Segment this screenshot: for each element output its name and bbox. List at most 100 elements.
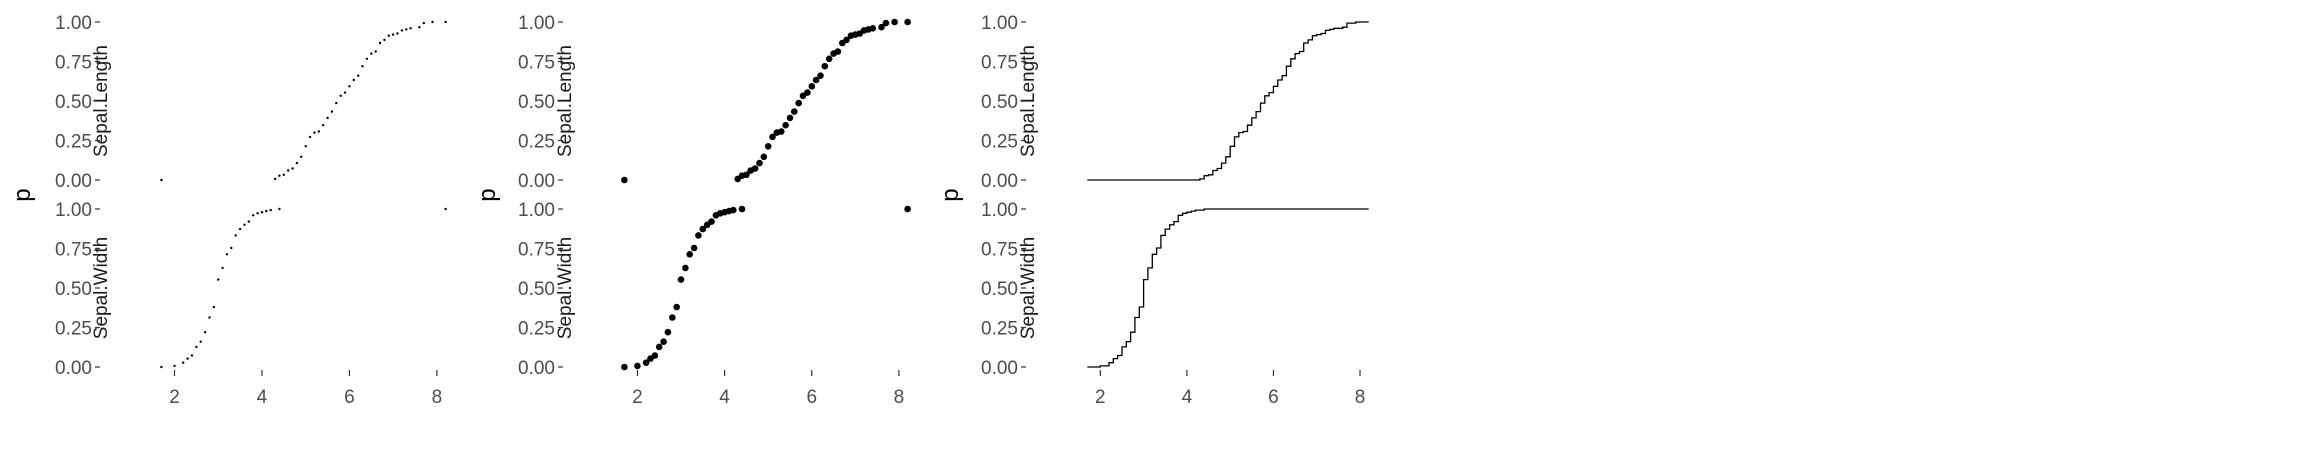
- y-tick-label: 1.00: [981, 200, 1018, 221]
- data-point: [699, 225, 707, 233]
- data-point: [904, 205, 911, 213]
- y-axis-title: p: [937, 188, 964, 201]
- data-point: [634, 362, 641, 370]
- data-point: [291, 167, 294, 170]
- y-tick-label: 0.75: [518, 53, 555, 74]
- data-point: [834, 48, 842, 55]
- y-tick-label: 0.25: [981, 132, 1018, 153]
- data-point: [234, 234, 237, 237]
- data-point: [203, 331, 207, 334]
- data-point: [669, 314, 676, 321]
- x-tick-label: 2: [632, 387, 643, 408]
- y-tick-label: 0.25: [55, 132, 92, 153]
- data-point: [651, 352, 659, 359]
- data-point: [660, 338, 667, 346]
- data-point: [269, 208, 272, 212]
- x-tick-label: 4: [257, 387, 268, 408]
- data-point: [212, 305, 216, 309]
- y-tick-label: 0.75: [55, 53, 92, 74]
- data-point: [173, 364, 176, 368]
- data-point: [365, 57, 369, 60]
- data-point: [664, 328, 672, 336]
- data-point: [690, 244, 698, 252]
- y-tick-label: 0.25: [518, 132, 555, 153]
- data-point: [891, 18, 898, 26]
- data-point: [335, 101, 338, 105]
- y-tick-label: 0.00: [55, 358, 92, 379]
- data-point: [817, 72, 824, 79]
- data-point: [186, 357, 189, 360]
- data-point: [791, 108, 798, 115]
- data-point: [786, 114, 794, 122]
- data-point: [821, 62, 829, 70]
- x-tick-label: 4: [719, 387, 730, 408]
- data-point: [357, 74, 360, 77]
- data-point: [304, 145, 307, 148]
- data-point: [882, 19, 890, 27]
- data-point: [396, 32, 399, 35]
- x-tick-label: 2: [1095, 387, 1106, 408]
- data-point: [348, 85, 351, 88]
- y-axis-title: p: [9, 188, 36, 201]
- data-point: [317, 130, 320, 133]
- data-point: [265, 209, 268, 213]
- data-point: [256, 212, 259, 215]
- facet-strip-label: Sepal.Length: [91, 45, 112, 157]
- data-point: [391, 33, 395, 36]
- data-point: [322, 124, 325, 127]
- y-tick-label: 1.00: [55, 13, 92, 34]
- y-tick-label: 0.00: [55, 171, 92, 192]
- y-axis-title: p: [474, 188, 501, 201]
- facet-sepal-length: Sepal.Length 0.00 0.25 0.50 0.75 1.00: [55, 13, 447, 192]
- y-tick-label: 0.50: [55, 279, 92, 300]
- y-tick-label: 1.00: [55, 200, 92, 221]
- x-tick-label: 6: [344, 387, 355, 408]
- x-tick-label: 6: [1268, 387, 1279, 408]
- data-point: [370, 52, 373, 55]
- data-point: [431, 20, 434, 24]
- data-point: [238, 227, 242, 231]
- data-point: [778, 128, 785, 135]
- x-tick-label: 8: [894, 387, 905, 408]
- chart-panel-3: pSepal.Length0.000.250.500.751.00Sepal.W…: [937, 13, 1369, 408]
- data-point: [812, 76, 820, 84]
- y-tick-label: 0.50: [55, 92, 92, 113]
- data-point: [352, 78, 355, 82]
- y-tick-label: 0.75: [55, 240, 92, 261]
- data-point: [287, 169, 290, 172]
- facet-strip-label: Sepal.Width: [1018, 237, 1039, 339]
- data-point: [195, 345, 198, 349]
- chart-panel-1: pSepal.Length0.000.250.500.751.00Sepal.W…: [9, 13, 447, 408]
- data-point: [339, 94, 342, 98]
- data-point: [751, 165, 759, 172]
- data-point: [682, 264, 689, 272]
- data-point: [422, 21, 425, 25]
- y-tick-label: 0.25: [981, 319, 1018, 340]
- y-tick-label: 0.75: [981, 240, 1018, 261]
- data-point: [160, 178, 163, 182]
- data-point: [260, 211, 264, 214]
- data-point: [869, 25, 877, 32]
- facet-strip-label: Sepal.Width: [555, 237, 576, 339]
- data-point: [655, 343, 663, 351]
- data-point: [247, 220, 250, 223]
- data-point: [808, 83, 816, 90]
- data-point: [743, 171, 750, 179]
- data-point: [217, 278, 220, 281]
- data-point: [769, 133, 776, 141]
- y-tick-label: 0.00: [981, 171, 1018, 192]
- y-tick-label: 0.00: [518, 358, 555, 379]
- data-point: [708, 218, 715, 225]
- y-tick-label: 1.00: [518, 13, 555, 34]
- data-point: [326, 116, 329, 120]
- data-point: [330, 110, 334, 113]
- data-point: [190, 354, 194, 357]
- data-point: [677, 276, 685, 283]
- data-point: [300, 155, 303, 158]
- data-point: [764, 143, 772, 150]
- data-point: [695, 232, 702, 239]
